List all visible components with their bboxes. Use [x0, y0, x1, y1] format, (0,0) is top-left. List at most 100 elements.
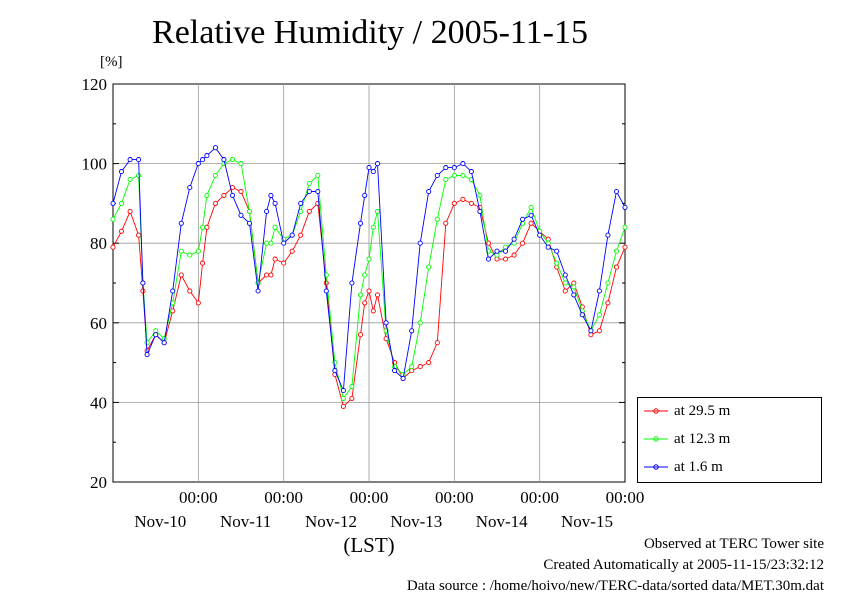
- data-point: [272, 200, 278, 206]
- data-point: [229, 157, 236, 163]
- data-point: [417, 364, 423, 370]
- data-point: [443, 165, 449, 171]
- data-point: [281, 240, 287, 246]
- data-point: [118, 228, 125, 234]
- data-point: [272, 256, 278, 262]
- data-point: [622, 244, 628, 250]
- data-point: [477, 192, 483, 198]
- data-point: [562, 288, 568, 294]
- data-point: [212, 145, 218, 151]
- series-0: [110, 184, 628, 409]
- data-point: [443, 176, 449, 183]
- data-point: [460, 172, 466, 179]
- data-point: [195, 300, 201, 306]
- y-tick-label: 80: [90, 234, 107, 253]
- x-tick-date-label: Nov-14: [476, 512, 528, 531]
- y-axis-ticks: 20 40 60 80 100 120: [82, 75, 625, 492]
- x-tick-time-label: 00:00: [350, 488, 389, 507]
- y-tick-label: 100: [82, 155, 108, 174]
- data-point: [323, 280, 329, 286]
- data-point: [362, 192, 368, 198]
- x-tick-time-label: 00:00: [435, 488, 474, 507]
- data-point: [562, 280, 568, 286]
- data-point: [238, 161, 244, 167]
- data-point: [426, 360, 432, 366]
- data-point: [528, 212, 534, 218]
- data-point: [306, 188, 312, 195]
- footer-created: Created Automatically at 2005-11-15/23:3…: [543, 557, 824, 573]
- data-point: [187, 184, 193, 191]
- data-point: [323, 288, 329, 294]
- legend-label-29-5m: at 29.5 m: [674, 402, 731, 419]
- data-point: [306, 180, 312, 187]
- data-point: [229, 192, 236, 198]
- data-point: [613, 188, 620, 195]
- data-point: [374, 161, 381, 167]
- data-point: [340, 387, 346, 394]
- data-point: [537, 232, 543, 238]
- data-point: [622, 224, 628, 230]
- data-point: [383, 320, 389, 326]
- data-point: [409, 364, 415, 370]
- data-point: [392, 368, 398, 374]
- legend-item-12-3m: at 12.3 m: [644, 430, 730, 448]
- x-tick-time-label: 00:00: [606, 488, 645, 507]
- data-point: [289, 232, 295, 238]
- data-point: [349, 383, 355, 390]
- data-point: [187, 252, 193, 258]
- data-point: [200, 157, 206, 163]
- data-point: [200, 260, 206, 266]
- data-point: [366, 165, 372, 171]
- data-point: [426, 188, 432, 195]
- y-tick-label: 20: [90, 473, 107, 492]
- data-point: [153, 332, 159, 338]
- data-point: [204, 224, 210, 230]
- data-point: [246, 220, 253, 226]
- data-point: [127, 176, 133, 183]
- x-axis-ticks: 00:00Nov-1000:00Nov-1100:00Nov-1200:00No…: [134, 488, 644, 531]
- data-point: [195, 161, 201, 167]
- data-point: [238, 212, 244, 218]
- data-point: [178, 220, 184, 226]
- data-point: [200, 224, 206, 230]
- data-point: [434, 172, 440, 179]
- data-point: [315, 188, 321, 195]
- data-point: [502, 248, 509, 254]
- data-point: [298, 200, 304, 206]
- data-point: [554, 248, 560, 254]
- data-point: [264, 240, 270, 246]
- data-point: [520, 240, 526, 246]
- data-point: [460, 196, 466, 202]
- footer-source: Data source : /home/hoivo/new/TERC-data/…: [406, 578, 824, 594]
- data-point: [238, 188, 244, 195]
- data-point: [272, 224, 278, 230]
- data-point: [187, 288, 193, 294]
- data-point: [374, 292, 381, 298]
- data-point: [426, 264, 432, 270]
- data-point: [362, 300, 368, 306]
- data-point: [554, 260, 560, 266]
- data-point: [170, 288, 176, 294]
- data-point: [528, 220, 534, 226]
- legend-marker-12-3m: [644, 436, 668, 442]
- x-tick-time-label: 00:00: [264, 488, 303, 507]
- y-tick-label: 40: [90, 393, 107, 412]
- data-point: [195, 248, 201, 254]
- data-point: [417, 320, 423, 326]
- data-point: [118, 169, 125, 175]
- data-point: [468, 169, 474, 175]
- data-point: [366, 256, 372, 262]
- data-point: [212, 200, 218, 206]
- data-point: [178, 272, 184, 278]
- data-point: [221, 157, 227, 163]
- data-point: [340, 403, 346, 409]
- data-point: [315, 172, 321, 179]
- data-point: [613, 248, 620, 254]
- data-point: [579, 312, 585, 318]
- data-point: [571, 292, 577, 298]
- data-point: [443, 220, 449, 226]
- data-point: [340, 395, 346, 401]
- data-point: [212, 172, 218, 179]
- data-point: [571, 284, 577, 290]
